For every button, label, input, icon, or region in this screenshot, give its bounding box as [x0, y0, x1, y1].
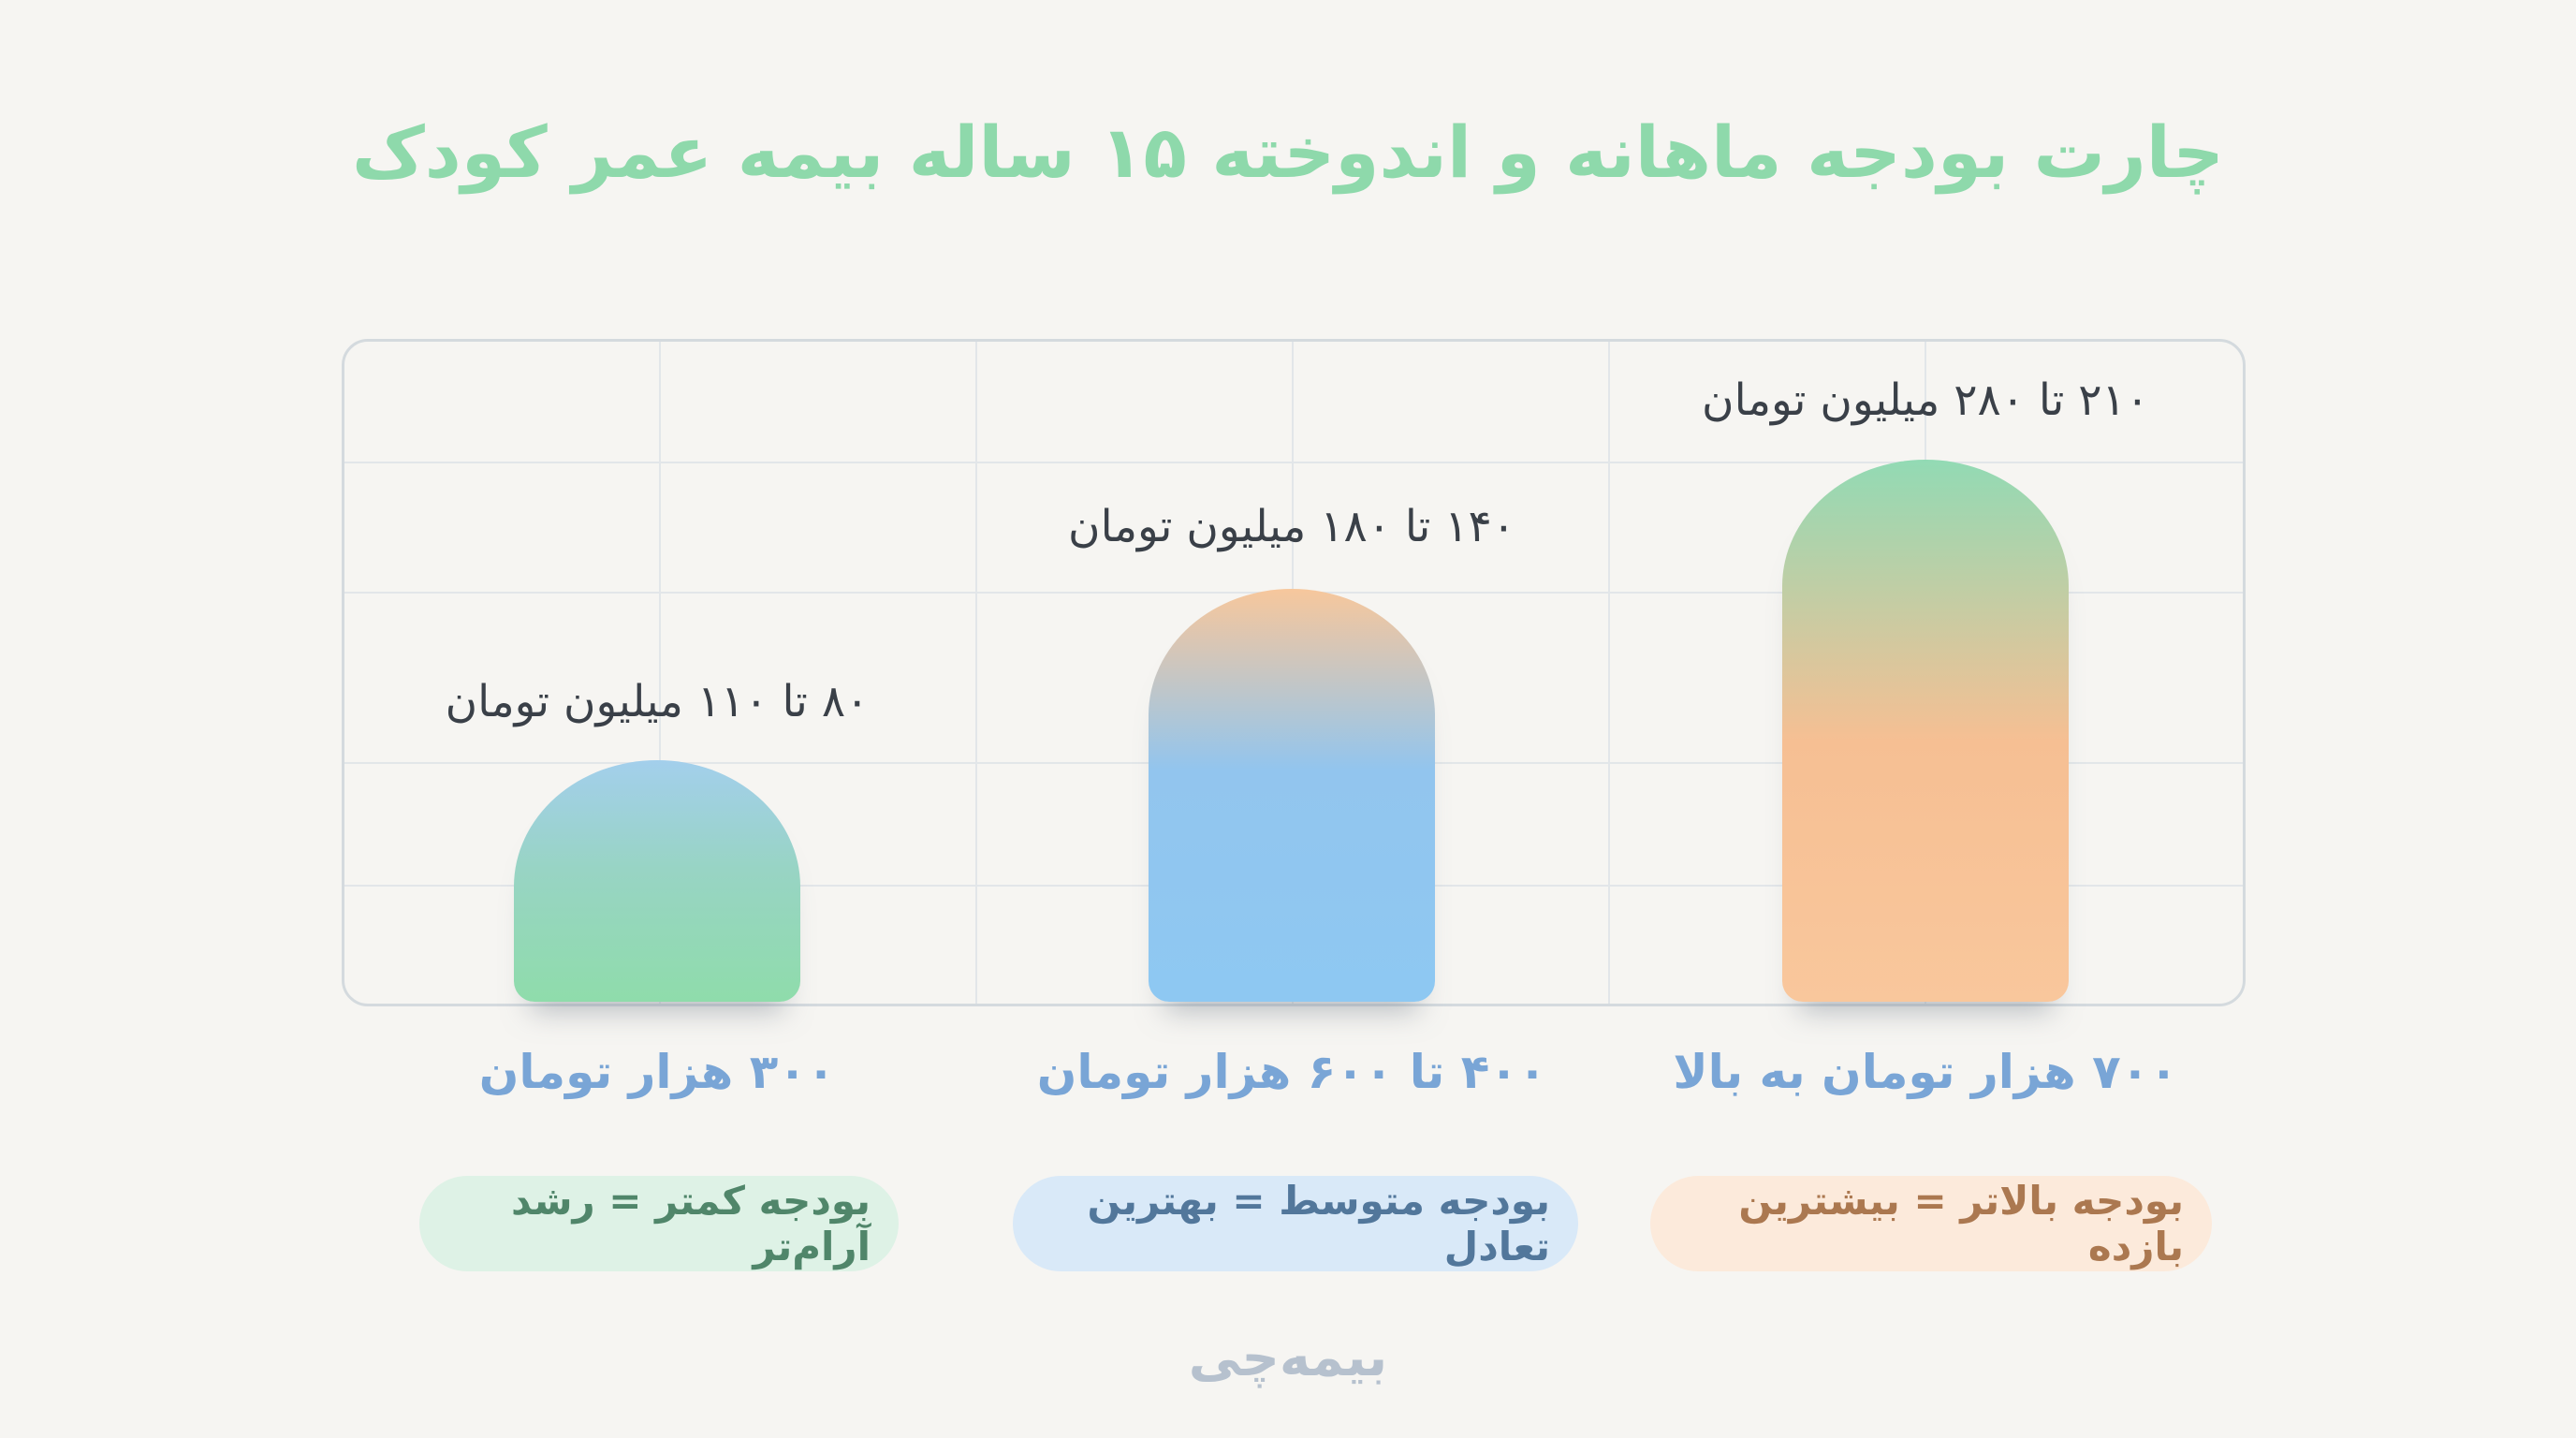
brand-watermark: بیمه‌چی — [1188, 1328, 1388, 1388]
chart-grid-panel — [342, 339, 2246, 1006]
bar-low-budget — [514, 760, 800, 1002]
axis-label-mid: ۴۰۰ تا ۶۰۰ هزار تومان — [1036, 1045, 1547, 1099]
chart-title: چارت بودجه ماهانه و اندوخته ۱۵ ساله بیمه… — [351, 110, 2225, 194]
grid-vline — [975, 342, 977, 1004]
annotation-badge-high: بودجه بالاتر = بیشترین بازده — [1650, 1176, 2212, 1271]
annotation-badge-mid: بودجه متوسط = بهترین تعادل — [1013, 1176, 1578, 1271]
bar-mid-budget — [1149, 589, 1435, 1002]
grid-vline — [1608, 342, 1610, 1004]
grid-vline — [659, 342, 661, 1004]
bar-high-budget — [1782, 460, 2069, 1002]
annotation-badge-low: بودجه کمتر = رشد آرام‌تر — [419, 1176, 899, 1271]
bar-value-label-mid: ۱۴۰ تا ۱۸۰ میلیون تومان — [1068, 501, 1515, 552]
bar-value-label-high: ۲۱۰ تا ۲۸۰ میلیون تومان — [1702, 374, 2149, 426]
bar-value-label-low: ۸۰ تا ۱۱۰ میلیون تومان — [445, 676, 870, 727]
grid-hline — [344, 462, 2243, 463]
axis-label-low: ۳۰۰ هزار تومان — [478, 1045, 836, 1099]
axis-label-high: ۷۰۰ هزار تومان به بالا — [1673, 1045, 2178, 1099]
